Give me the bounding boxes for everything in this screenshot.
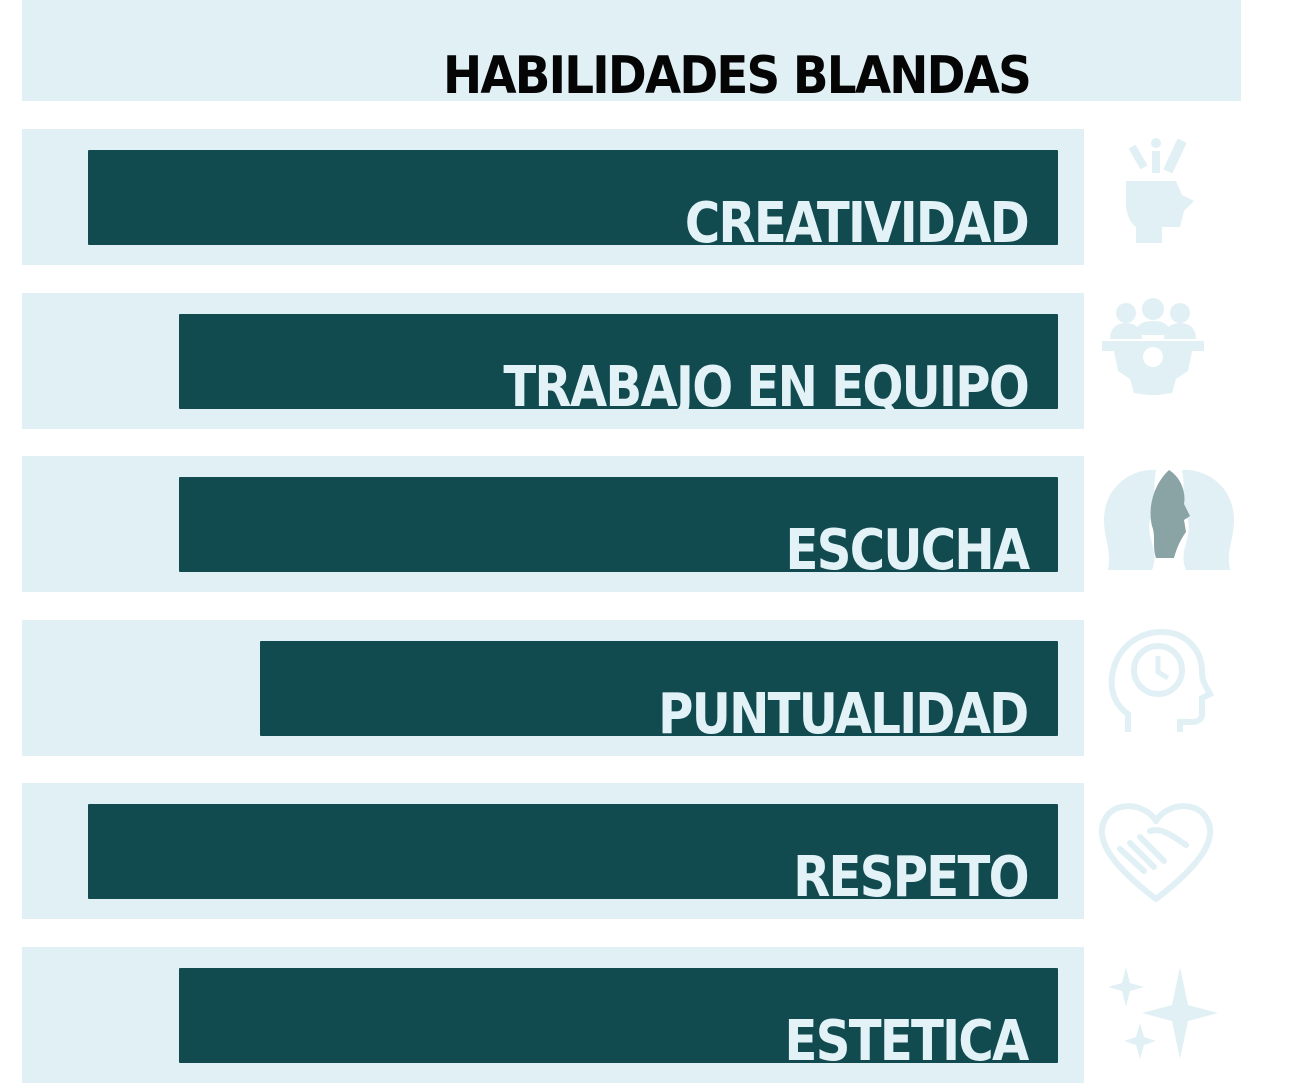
- listening-faces-icon: [1094, 460, 1234, 590]
- chart-header: [22, 0, 1241, 101]
- sparkles-icon: [1098, 947, 1228, 1077]
- bar-label: TRABAJO EN EQUIPO: [503, 354, 1029, 409]
- bar-label: CREATIVIDAD: [684, 191, 1030, 246]
- bar-escucha: ESCUCHA: [179, 477, 1058, 572]
- punctuality-clock-head-icon: [1098, 622, 1228, 752]
- bar-estetica: ESTETICA: [179, 967, 1058, 1063]
- bar-respeto: RESPETO: [88, 804, 1058, 899]
- bar-label: RESPETO: [793, 845, 1029, 900]
- bar-label: ESCUCHA: [785, 518, 1030, 573]
- bar-puntualidad: PUNTUALIDAD: [260, 640, 1058, 736]
- chart-title: HABILIDADES BLANDAS: [442, 46, 1032, 106]
- bar-trabajo-en-equipo: TRABAJO EN EQUIPO: [179, 313, 1058, 409]
- teamwork-gear-icon: [1088, 295, 1218, 425]
- bar-creatividad: CREATIVIDAD: [88, 150, 1058, 245]
- respect-handshake-heart-icon: [1092, 787, 1222, 917]
- bar-label: PUNTUALIDAD: [658, 681, 1030, 736]
- bar-label: ESTETICA: [785, 1008, 1030, 1063]
- creativity-head-icon: [1098, 131, 1228, 261]
